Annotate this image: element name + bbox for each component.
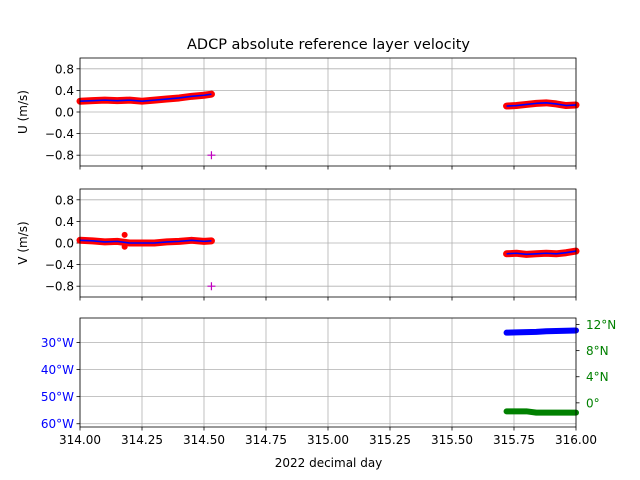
series-line-blue — [79, 93, 212, 102]
x-tick-label: 314.00 — [59, 433, 101, 447]
x-tick-label: 315.00 — [307, 433, 349, 447]
panel-u: 0.8 0.4 0.0 −0.4 −0.8 U (m/s) — [16, 57, 580, 170]
x-tick-label: 315.50 — [431, 433, 473, 447]
y-tick-label: 50°W — [41, 390, 74, 404]
y-axis-label: V (m/s) — [16, 221, 30, 264]
panel-v: 0.8 0.4 0.0 −0.4 −0.8 V (m/s) — [16, 188, 580, 301]
axes-frame — [79, 188, 577, 298]
right-y-tick-label: 0° — [586, 396, 600, 410]
x-tick-label: 315.25 — [369, 433, 411, 447]
marker-plus — [207, 151, 216, 160]
y-tick-label: 0.0 — [55, 237, 74, 251]
right-y-tick-label: 12°N — [586, 318, 616, 332]
right-y-tick-label: 4°N — [586, 370, 609, 384]
x-axis-label: 2022 decimal day — [275, 456, 383, 470]
latitude-series — [503, 408, 579, 416]
y-tick-label: 40°W — [41, 363, 74, 377]
y-tick-label: 30°W — [41, 336, 74, 350]
y-tick-label: 0.0 — [55, 106, 74, 120]
longitude-series — [503, 327, 579, 336]
marker-plus — [207, 282, 216, 291]
right-y-tick-label: 8°N — [586, 344, 609, 358]
y-tick-label: 0.4 — [55, 215, 74, 229]
y-tick-label: 60°W — [41, 417, 74, 431]
series-line-blue — [506, 250, 577, 256]
outlier-point — [121, 243, 128, 250]
y-tick-label: 0.8 — [55, 62, 74, 76]
series-line-blue — [506, 102, 577, 107]
x-tick-label: 315.75 — [493, 433, 535, 447]
series-line-blue — [79, 239, 212, 244]
y-tick-label: −0.4 — [45, 258, 74, 272]
x-tick-label: 314.50 — [183, 433, 225, 447]
y-tick-label: −0.4 — [45, 127, 74, 141]
x-tick-label: 314.25 — [121, 433, 163, 447]
y-tick-label: −0.8 — [45, 149, 74, 163]
y-axis-label: U (m/s) — [16, 90, 30, 134]
y-tick-label: 0.4 — [55, 84, 74, 98]
panel-position: 314.00 314.25 314.50 314.75 315.00 315.25 315.… — [41, 317, 616, 447]
axes-frame — [79, 317, 577, 428]
x-tick-label: 316.00 — [555, 433, 597, 447]
chart-title: ADCP absolute reference layer velocity — [187, 37, 470, 53]
outlier-point — [121, 231, 128, 238]
y-tick-label: −0.8 — [45, 280, 74, 294]
axes-frame — [79, 57, 577, 167]
y-tick-label: 0.8 — [55, 193, 74, 207]
x-tick-label: 314.75 — [245, 433, 287, 447]
